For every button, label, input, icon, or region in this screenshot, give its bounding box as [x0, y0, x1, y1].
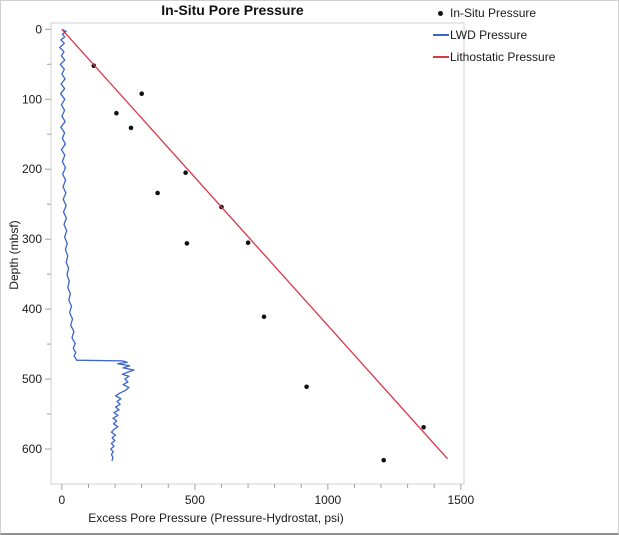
y-tick-label: 200 — [22, 162, 42, 176]
x-tick-label: 0 — [59, 493, 66, 507]
data-point[interactable] — [421, 425, 426, 430]
y-tick-label: 500 — [22, 372, 42, 386]
data-point[interactable] — [184, 241, 190, 246]
data-point[interactable] — [139, 91, 144, 96]
legend: In-Situ Pressure LWD Pressure Lithostati… — [432, 2, 555, 68]
data-point[interactable] — [245, 240, 251, 245]
legend-label: In-Situ Pressure — [450, 6, 537, 20]
line-swatch-icon — [432, 56, 449, 58]
y-tick-label: 100 — [22, 92, 42, 106]
legend-item-in-situ-pressure[interactable]: In-Situ Pressure — [432, 2, 555, 24]
scatter-dot-icon — [432, 10, 449, 16]
y-tick-label: 600 — [22, 442, 42, 456]
data-point[interactable] — [381, 457, 387, 463]
y-axis-label: Depth (mbsf) — [7, 220, 21, 290]
data-point[interactable] — [183, 170, 188, 175]
chart-title: In-Situ Pore Pressure — [161, 2, 304, 18]
x-tick-label: 500 — [185, 493, 205, 507]
legend-label: Lithostatic Pressure — [450, 50, 556, 64]
x-axis-label: Excess Pore Pressure (Pressure-Hydrostat… — [88, 511, 344, 525]
series-line-lwd-pressure[interactable] — [59, 28, 135, 462]
data-point[interactable] — [304, 384, 309, 390]
data-point[interactable] — [128, 125, 134, 131]
y-tick-label: 300 — [22, 232, 42, 246]
legend-label: LWD Pressure — [450, 28, 528, 42]
legend-item-lithostatic-pressure[interactable]: Lithostatic Pressure — [432, 46, 555, 68]
y-tick-label: 0 — [35, 22, 42, 36]
plot-frame — [50, 22, 465, 485]
line-swatch-icon — [432, 34, 449, 36]
data-point[interactable] — [114, 110, 119, 116]
x-tick-label: 1000 — [314, 493, 341, 507]
legend-item-lwd-pressure[interactable]: LWD Pressure — [432, 24, 555, 46]
y-tick-label: 400 — [22, 302, 42, 316]
series-line-lithostatic-pressure[interactable] — [61, 28, 448, 460]
x-tick-label: 1500 — [447, 493, 474, 507]
data-point[interactable] — [155, 190, 160, 196]
data-point[interactable] — [261, 314, 267, 320]
